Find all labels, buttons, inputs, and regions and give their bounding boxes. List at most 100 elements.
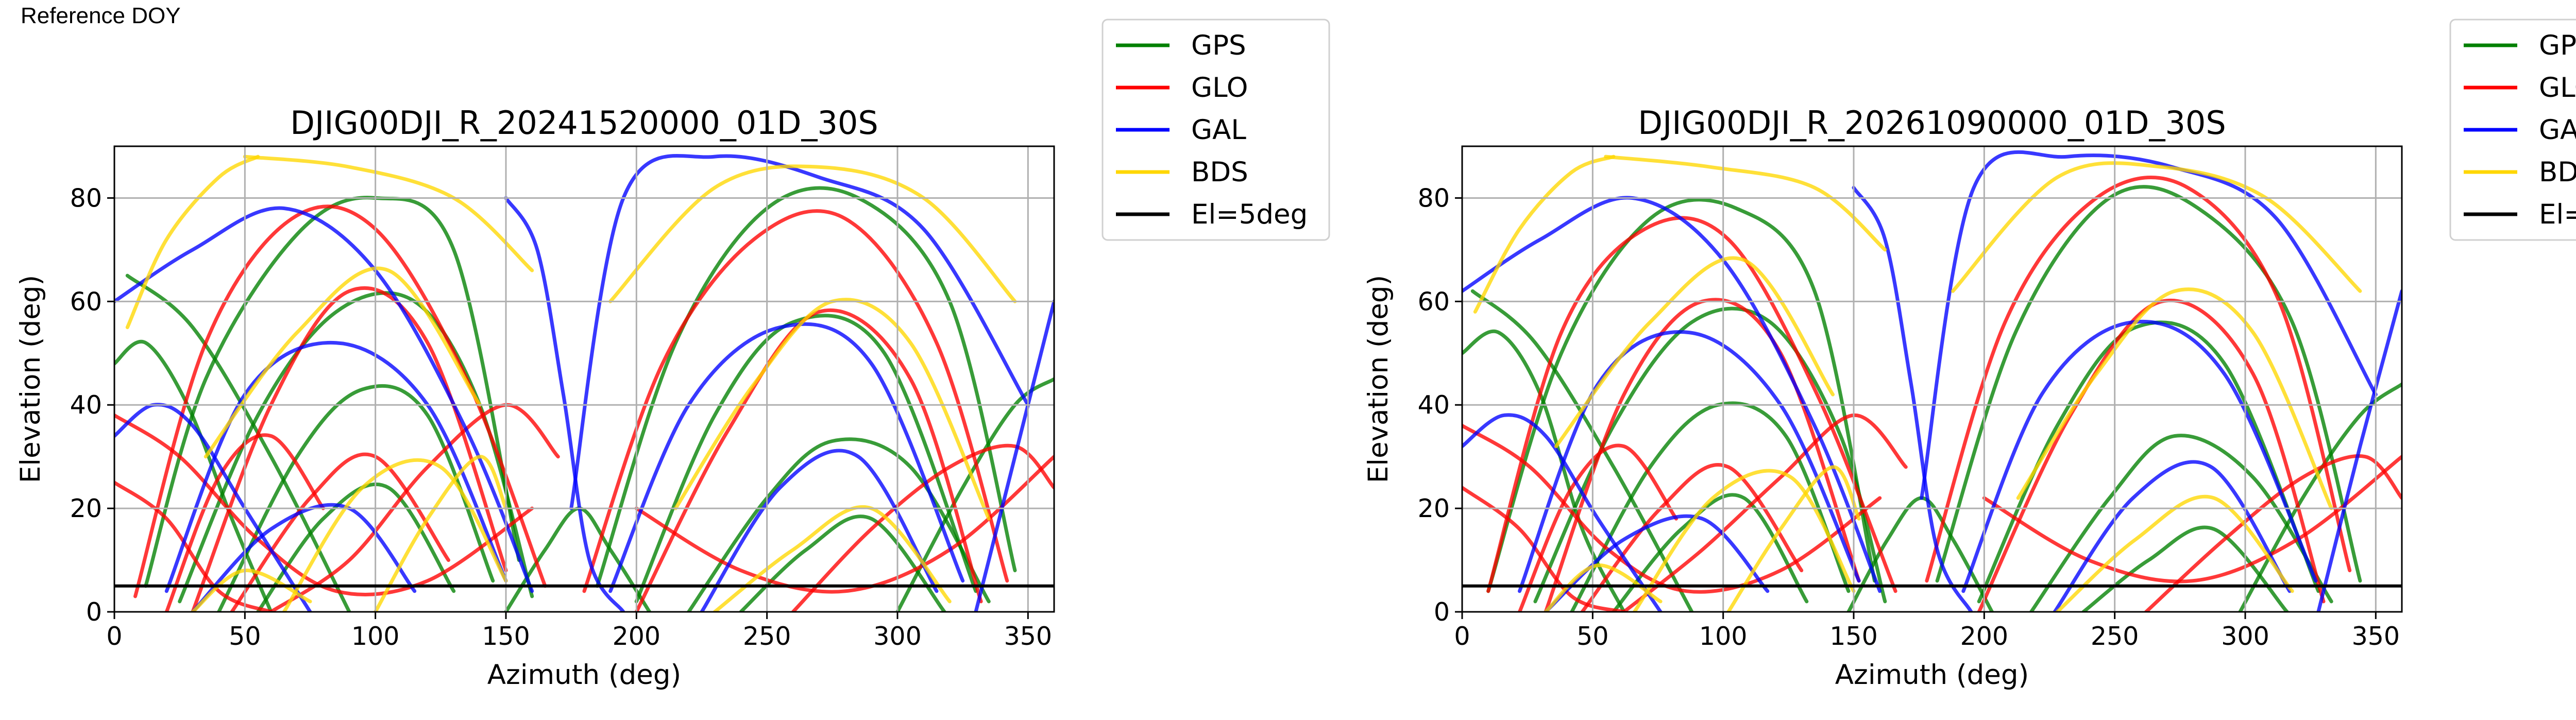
legend-label-bds: BDS	[2539, 157, 2576, 188]
arc-glo-6	[1462, 486, 1626, 612]
plot-area	[114, 154, 1054, 612]
arc-gal-8	[1462, 413, 1663, 612]
arc-gps-11	[1470, 289, 1694, 612]
arc-glo-0	[133, 204, 547, 598]
x-axis-label: Azimuth (deg)	[1835, 659, 2029, 691]
arc-gal-6	[2316, 289, 2402, 612]
x-axis-label: Azimuth (deg)	[487, 659, 682, 691]
x-tick-label: 350	[2352, 622, 2400, 651]
y-tick-label: 20	[70, 494, 102, 523]
x-tick-label: 300	[2221, 622, 2269, 651]
arc-glo-3	[1925, 175, 2352, 583]
x-tick-label: 300	[873, 622, 922, 651]
arc-bds-1	[243, 155, 534, 272]
arc-glo-10	[269, 403, 560, 612]
x-tick-label: 150	[482, 622, 530, 651]
arc-gps-4	[1935, 185, 2362, 583]
arc-glo-10	[1622, 413, 1908, 612]
arc-gal-3	[1920, 150, 2378, 500]
arc-glo-8	[2144, 454, 2402, 612]
arc-gal-6	[974, 299, 1054, 612]
arc-gps-8	[114, 339, 273, 612]
chart-title: DJIG00DJI_R_20261090000_01D_30S	[1638, 104, 2226, 142]
arc-gal-0	[114, 206, 534, 593]
legend-label-el5deg: El=5deg	[1191, 199, 1308, 230]
chart-title: DJIG00DJI_R_20241520000_01D_30S	[290, 104, 878, 142]
arc-gal-2	[1852, 185, 1973, 612]
arc-gps-2	[1570, 401, 1851, 612]
series-bds	[1473, 155, 2362, 612]
y-tick-label: 60	[1418, 287, 1450, 316]
x-tick-label: 200	[1960, 622, 2009, 651]
x-tick-label: 50	[1577, 622, 1608, 651]
axes-frame	[1461, 145, 2403, 613]
arc-bds-5	[673, 298, 991, 521]
x-tick-label: 250	[743, 622, 791, 651]
arc-bds-3	[282, 458, 508, 612]
x-tick-label: 0	[106, 622, 122, 651]
x-tick-label: 350	[1004, 622, 1053, 651]
legend-frame	[1101, 19, 1330, 241]
x-tick-label: 0	[1454, 622, 1470, 651]
plot-area	[1462, 150, 2402, 612]
y-tick-label: 40	[1418, 390, 1450, 420]
legend-label-gps: GPS	[2539, 30, 2576, 61]
chart-panel-right: 0 50 100 150 200 250 300 350 0 20 40 60 80 DJIG00DJI_…	[1363, 19, 2576, 691]
y-tick-label: 0	[1434, 597, 1450, 627]
reference-doy-label: Reference DOY	[21, 3, 181, 28]
grid	[1461, 146, 2402, 613]
legend-label-gal: GAL	[1191, 114, 1246, 146]
legend-label-gal: GAL	[2539, 114, 2576, 146]
arc-glo-2	[230, 452, 450, 612]
arc-bds-0	[1473, 155, 1616, 314]
x-tick-label: 200	[613, 622, 661, 651]
y-tick-label: 0	[86, 597, 102, 627]
arc-glo-3	[582, 209, 1009, 593]
y-tick-label: 80	[70, 183, 102, 213]
y-tick-label: 40	[70, 390, 102, 420]
arc-gal-4	[1961, 319, 2318, 593]
arc-glo-9	[1518, 443, 1678, 612]
arc-bds-7	[1726, 465, 1861, 612]
arc-gal-2	[504, 196, 625, 612]
arc-glo-5	[1462, 423, 1882, 594]
x-tick-label: 150	[1829, 622, 1878, 651]
arc-gps-6	[2029, 434, 2333, 612]
y-axis-label: Elevation (deg)	[1363, 275, 1394, 483]
arc-gps-8	[1462, 329, 1626, 612]
arc-bds-8	[1544, 563, 1663, 612]
legend-label-glo: GLO	[2539, 72, 2576, 104]
legend-label-el5deg: El=5deg	[2539, 199, 2576, 230]
arc-gps-0	[1486, 198, 1876, 593]
arc-glo-0	[1486, 216, 1897, 593]
y-tick-label: 80	[1418, 183, 1450, 213]
series-glo	[1462, 175, 2402, 612]
chart-panel-left: 0 50 100 150 200 250 300 350 0 20 40 60 80 DJIG00DJI_…	[15, 19, 1330, 691]
arc-gps-3	[1612, 493, 1809, 612]
y-axis-label: Elevation (deg)	[15, 275, 46, 483]
arc-bds-3	[1632, 469, 1856, 612]
arc-gal-3	[569, 154, 1030, 510]
arc-glo-5	[114, 413, 534, 596]
arc-gal-5	[2053, 460, 2292, 612]
y-tick-label: 20	[1418, 494, 1450, 523]
arc-bds-5	[2016, 287, 2333, 510]
arc-bds-4	[1951, 161, 2362, 293]
arc-glo-2	[1580, 462, 1804, 612]
x-tick-label: 100	[351, 622, 400, 651]
arc-glo-7	[634, 455, 1054, 594]
x-tick-label: 250	[2091, 622, 2139, 651]
x-tick-label: 100	[1699, 622, 1748, 651]
arc-gps-2	[217, 384, 495, 612]
arc-gal-5	[700, 449, 939, 612]
axes-frame	[113, 145, 1055, 613]
arc-glo-1	[191, 286, 508, 612]
arc-bds-6	[713, 505, 952, 612]
arc-bds-2	[1554, 256, 1835, 449]
legend: GPS GLO GAL BDS El=5deg	[2449, 19, 2576, 241]
arc-glo-9	[164, 433, 325, 612]
arc-bds-1	[1604, 155, 1887, 252]
arc-gps-4	[595, 186, 1017, 588]
arc-bds-4	[608, 164, 1017, 303]
